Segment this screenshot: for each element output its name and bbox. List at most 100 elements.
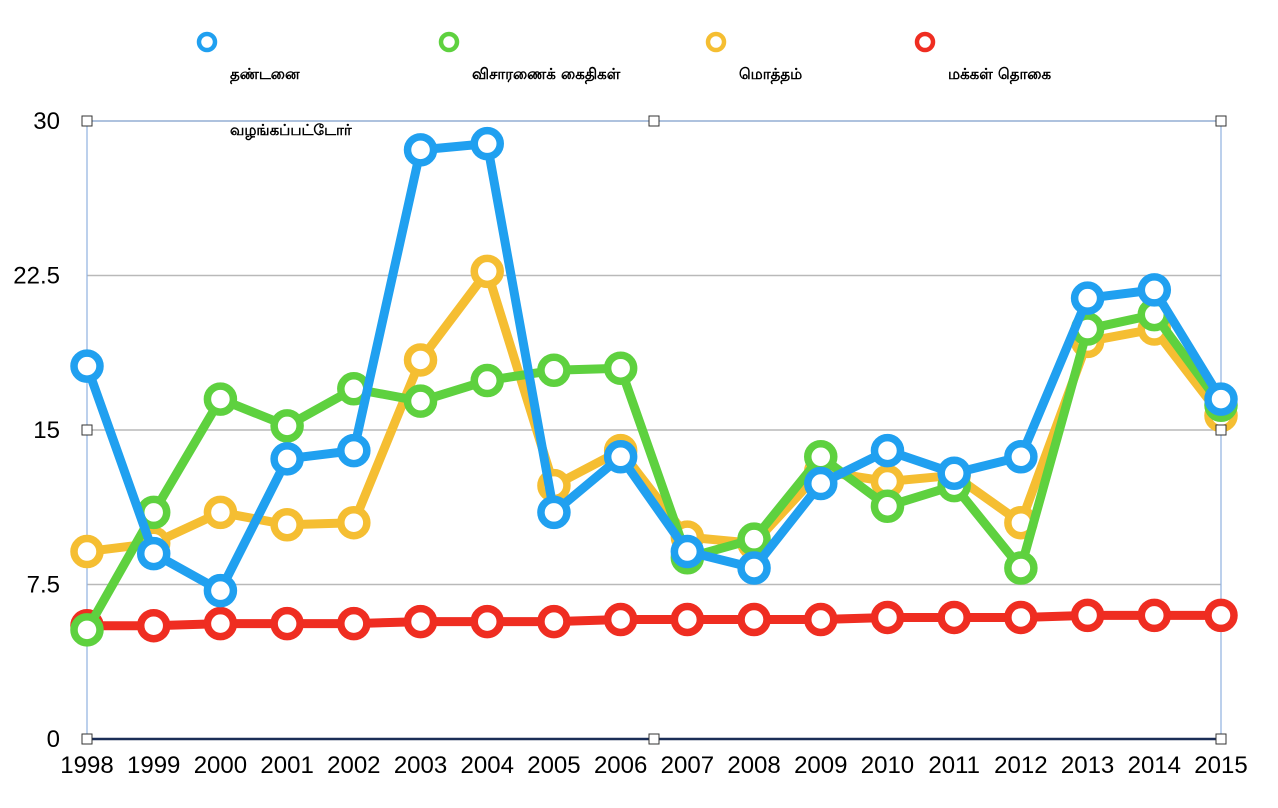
data-point xyxy=(270,606,304,641)
x-tick-label: 2014 xyxy=(1128,752,1181,779)
data-point xyxy=(136,608,171,643)
selection-handle xyxy=(81,424,93,436)
data-point xyxy=(470,126,504,161)
data-point xyxy=(403,384,438,418)
selection-handle xyxy=(648,115,660,127)
data-point xyxy=(70,613,104,647)
data-point xyxy=(1137,598,1172,633)
data-point xyxy=(537,353,571,388)
data-point xyxy=(203,606,238,641)
data-point xyxy=(670,602,705,637)
series-group xyxy=(70,126,1238,608)
data-point xyxy=(804,466,838,501)
selection-handles xyxy=(81,115,1227,745)
selection-handle xyxy=(1215,424,1227,436)
series-group xyxy=(70,598,1238,643)
x-tick-label: 2008 xyxy=(727,752,780,779)
selection-handle xyxy=(1215,115,1227,127)
x-axis-ticks: 1998 1999 2000 2001 2002 2003 2004 2005 2006 2007… xyxy=(60,752,1247,779)
series-line xyxy=(82,610,1226,631)
data-point xyxy=(1070,281,1105,315)
x-tick-label: 2002 xyxy=(327,752,380,779)
data-point xyxy=(1004,551,1038,585)
x-tick-label: 2013 xyxy=(1061,752,1114,779)
data-point xyxy=(136,536,171,571)
data-point xyxy=(804,440,838,474)
data-point xyxy=(470,363,504,398)
data-point xyxy=(603,440,638,474)
y-tick-label: 7.5 xyxy=(27,572,60,599)
y-tick-label: 22.5 xyxy=(13,263,60,290)
x-tick-label: 2001 xyxy=(260,752,313,779)
x-tick-label: 2011 xyxy=(928,752,980,779)
selection-handle xyxy=(81,733,93,745)
selection-handle xyxy=(1215,733,1227,745)
data-point xyxy=(603,602,638,637)
x-tick-label: 2012 xyxy=(994,752,1047,779)
data-point xyxy=(203,495,238,530)
data-point xyxy=(804,602,838,637)
y-tick-label: 30 xyxy=(33,108,60,135)
data-point xyxy=(70,349,104,383)
legend-item-population: மக்கள் தொகை xyxy=(914,31,1052,116)
legend-marker-population-icon xyxy=(914,31,936,53)
legend-item-total: மொத்தம் xyxy=(705,31,803,116)
data-point xyxy=(337,433,371,468)
legend-label-population: மக்கள் தொகை xyxy=(948,65,1052,83)
data-point xyxy=(1204,382,1238,416)
legend-marker-total-icon xyxy=(705,31,727,53)
series-line xyxy=(82,139,1226,596)
selection-handle xyxy=(648,733,660,745)
data-point xyxy=(1137,273,1172,307)
data-point xyxy=(270,508,304,542)
x-tick-label: 2005 xyxy=(527,752,580,779)
x-tick-label: 2000 xyxy=(194,752,247,779)
legend-marker-convicted-icon xyxy=(196,31,218,53)
legend-label-convicted: தண்டனை வழங்கப்பட்டோர் xyxy=(230,65,352,139)
legend-item-convicted: தண்டனை வழங்கப்பட்டோர் xyxy=(196,31,352,172)
data-point xyxy=(1070,598,1105,633)
data-point xyxy=(670,534,705,569)
data-point xyxy=(537,604,571,639)
data-point xyxy=(203,382,238,416)
series-lines xyxy=(70,126,1238,647)
data-point xyxy=(337,606,371,641)
legend-item-undertrial: விசாரணைக் கைதிகள் xyxy=(438,31,621,116)
y-tick-label: 15 xyxy=(33,417,60,444)
x-tick-label: 1999 xyxy=(127,752,180,779)
data-point xyxy=(937,600,971,635)
x-tick-label: 2007 xyxy=(661,752,714,779)
data-point xyxy=(537,495,571,530)
data-point xyxy=(337,505,371,540)
x-tick-label: 2010 xyxy=(861,752,914,779)
data-point xyxy=(470,254,504,289)
data-point xyxy=(603,351,638,385)
data-point xyxy=(937,456,971,491)
data-point xyxy=(403,133,438,167)
y-axis-ticks: 0 7.5 15 22.5 30 xyxy=(13,108,60,753)
data-point xyxy=(870,600,905,635)
data-point xyxy=(403,343,438,377)
series-line xyxy=(82,310,1226,635)
legend-label-undertrial: விசாரணைக் கைதிகள் xyxy=(472,65,621,83)
legend-marker-undertrial-icon xyxy=(438,31,460,53)
x-tick-label: 2004 xyxy=(461,752,514,779)
data-point xyxy=(403,604,438,639)
data-point xyxy=(737,602,771,637)
data-point xyxy=(737,522,771,556)
data-point xyxy=(870,489,905,523)
x-tick-label: 2015 xyxy=(1194,752,1247,779)
data-point xyxy=(270,442,304,476)
x-tick-label: 2009 xyxy=(794,752,847,779)
legend-label-total: மொத்தம் xyxy=(739,65,803,83)
data-point xyxy=(1004,600,1038,635)
x-tick-label: 1998 xyxy=(60,752,113,779)
data-point xyxy=(470,604,504,639)
data-point xyxy=(870,433,905,468)
data-point xyxy=(1204,598,1238,633)
data-point xyxy=(203,573,238,608)
data-point xyxy=(737,551,771,585)
data-point xyxy=(270,409,304,443)
y-tick-label: 0 xyxy=(47,726,60,753)
